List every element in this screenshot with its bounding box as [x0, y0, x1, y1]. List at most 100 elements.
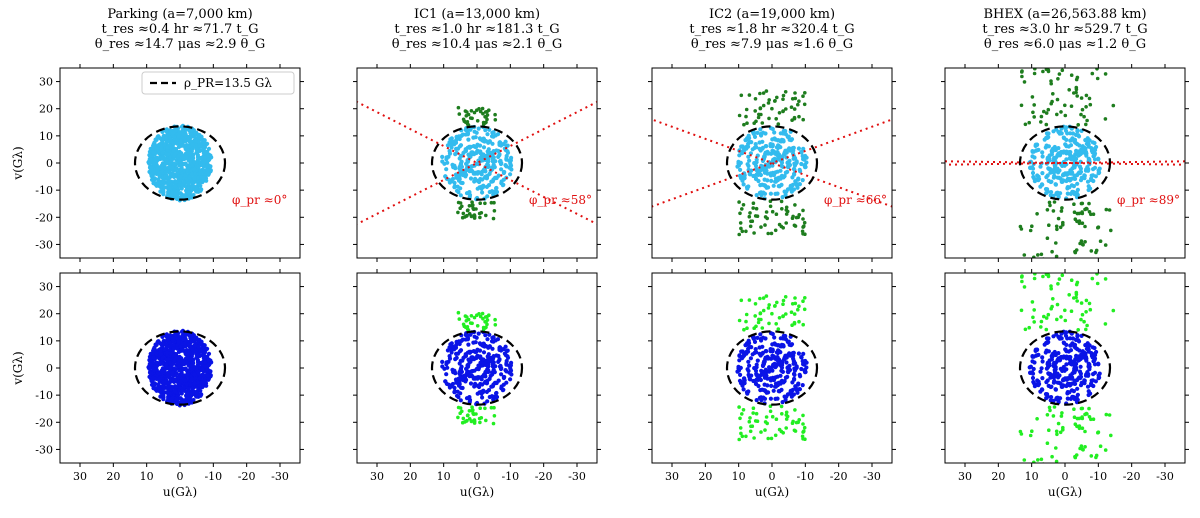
x-tick-label: 0 [177, 470, 184, 483]
uv-point-inner [202, 158, 207, 164]
uv-point-outer [1044, 122, 1049, 127]
y-axis-label: v(Gλ) [11, 351, 25, 385]
uv-point-inner [480, 190, 485, 195]
uv-point-inner [765, 178, 770, 183]
uv-point-outer [456, 105, 461, 110]
uv-point-outer [776, 327, 781, 331]
uv-point-inner [196, 164, 201, 170]
uv-point-inner [165, 350, 170, 355]
uv-point-outer [802, 425, 807, 430]
uv-point-inner [478, 356, 483, 361]
uv-point-outer [1091, 417, 1096, 422]
uv-point-outer [463, 314, 468, 318]
uv-point-inner [184, 372, 190, 377]
uv-point-inner [1096, 157, 1101, 162]
uv-point-inner [201, 383, 206, 389]
uv-point-inner [1040, 355, 1045, 360]
uv-point-inner [164, 129, 169, 134]
uv-point-outer [758, 91, 762, 96]
uv-point-outer [1107, 413, 1112, 417]
uv-point-inner [183, 351, 188, 356]
uv-point-outer [1059, 315, 1063, 319]
uv-point-outer [765, 216, 769, 221]
uv-point-outer [1109, 228, 1113, 233]
uv-point-inner [475, 186, 480, 191]
uv-point-outer [456, 415, 460, 420]
uv-point-inner [1040, 359, 1045, 364]
uv-point-inner [759, 398, 764, 403]
uv-point-inner [188, 158, 194, 163]
uv-point-outer [794, 215, 799, 220]
uv-point-inner [768, 376, 773, 381]
x-tick-label: 20 [698, 470, 712, 483]
uv-point-inner [189, 134, 194, 139]
uv-point-inner [164, 363, 169, 368]
uv-point-inner [1090, 140, 1095, 145]
uv-point-outer [1030, 429, 1034, 434]
uv-point-inner [174, 141, 180, 146]
uv-point-outer [753, 314, 757, 318]
uv-point-inner [1067, 150, 1072, 155]
uv-point-inner [792, 377, 797, 382]
uv-point-inner [760, 145, 766, 150]
phi-annotation: φ_pr ≈0° [232, 193, 287, 207]
uv-point-outer [1075, 94, 1079, 98]
uv-point-inner [174, 192, 179, 197]
uv-point-inner [167, 179, 172, 184]
uv-point-inner [161, 190, 166, 195]
uv-point-outer [1023, 122, 1028, 127]
uv-point-inner [776, 380, 781, 385]
uv-point-inner [1093, 174, 1098, 179]
uv-point-inner [181, 366, 187, 372]
uv-point-inner [167, 384, 172, 389]
uv-point-inner [204, 383, 209, 388]
uv-point-inner [750, 147, 755, 152]
uv-point-inner [751, 131, 756, 136]
uv-point-inner [150, 382, 155, 387]
uv-point-outer [769, 231, 774, 236]
uv-point-outer [773, 99, 777, 103]
uv-point-outer [1080, 211, 1085, 216]
uv-point-inner [484, 184, 489, 189]
uv-point-inner [206, 362, 211, 368]
uv-point-outer [802, 102, 807, 107]
uv-point-inner [1055, 395, 1060, 400]
x-tick-label: -30 [863, 470, 881, 483]
uv-point-inner [792, 172, 797, 177]
uv-point-outer [1111, 308, 1116, 313]
uv-point-outer [785, 414, 790, 419]
uv-point-inner [494, 380, 499, 386]
uv-point-outer [1039, 319, 1044, 324]
uv-point-inner [191, 357, 196, 362]
uv-point-outer [481, 122, 486, 127]
uv-point-inner [1031, 149, 1036, 154]
uv-point-outer [1042, 109, 1046, 114]
uv-point-outer [492, 414, 497, 418]
uv-point-inner [151, 161, 156, 166]
uv-point-inner [753, 163, 759, 168]
uv-point-outer [467, 204, 472, 208]
uv-point-inner [791, 361, 796, 366]
uv-point-inner [1090, 345, 1095, 350]
uv-point-inner [768, 396, 774, 401]
uv-point-outer [1054, 429, 1059, 434]
uv-point-inner [496, 353, 501, 359]
uv-point-inner [1052, 155, 1057, 160]
uv-point-outer [784, 426, 788, 430]
uv-point-outer [793, 203, 797, 207]
uv-point-inner [176, 339, 181, 344]
uv-point-inner [504, 348, 510, 353]
uv-point-inner [1027, 365, 1032, 370]
uv-point-inner [1091, 178, 1096, 184]
uv-point-outer [1041, 69, 1045, 74]
plot-area [1018, 273, 1116, 463]
uv-point-inner [206, 358, 211, 363]
uv-point-outer [485, 117, 489, 122]
uv-point-inner [801, 146, 806, 151]
uv-point-inner [1089, 173, 1094, 178]
uv-point-inner [742, 353, 747, 358]
uv-point-inner [496, 359, 501, 364]
uv-point-inner [1060, 378, 1066, 383]
uv-point-inner [1044, 366, 1049, 371]
uv-point-outer [791, 214, 795, 219]
